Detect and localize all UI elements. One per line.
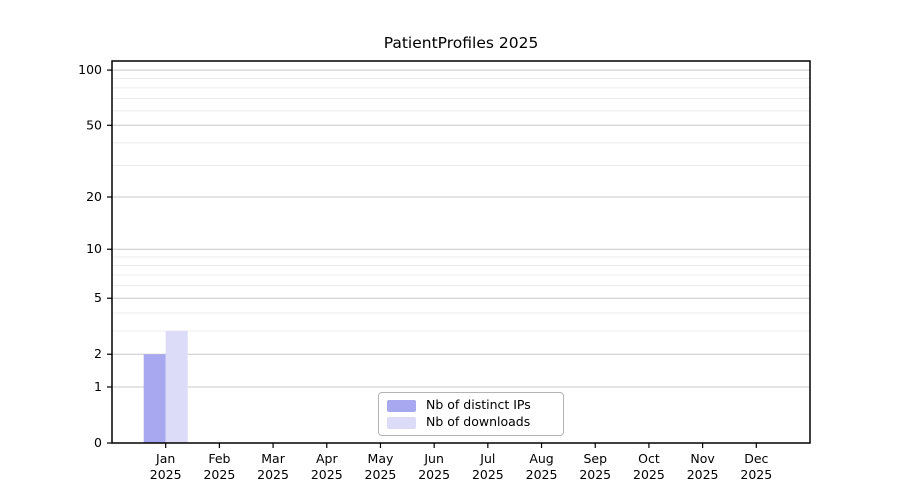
bars [143,330,188,443]
bar-jan-downloads [165,330,188,443]
x-tick-month-label: Feb [208,451,230,466]
x-tick-month-label: Oct [638,451,660,466]
x-tick-month-label: May [368,451,394,466]
x-tick-month-label: Jan [155,451,175,466]
x-tick-year-label: 2025 [633,467,665,482]
y-major-gridlines [112,69,810,388]
y-axis-ticks-labels: 0 1 2 5 10 20 50 100 [78,62,112,450]
y-tick-label: 20 [86,189,102,204]
y-tick-label: 50 [86,117,102,132]
y-minor-gridlines [112,77,810,332]
x-tick-month-label: Mar [261,451,285,466]
x-tick-year-label: 2025 [687,467,719,482]
x-tick-year-label: 2025 [472,467,504,482]
y-tick-label: 5 [94,290,102,305]
x-tick-month-label: Nov [690,451,715,466]
y-tick-label: 100 [78,62,102,77]
x-tick-month-label: Dec [744,451,768,466]
x-tick-year-label: 2025 [150,467,182,482]
legend-item-distinct-ips: Nb of distinct IPs [387,399,555,412]
x-tick-month-label: Jul [479,451,495,466]
plot-box-spines [111,60,811,444]
x-tick-year-label: 2025 [526,467,558,482]
y-tick-label: 0 [94,435,102,450]
x-axis-ticks-labels: Jan2025Feb2025Mar2025Apr2025May2025Jun20… [150,443,772,482]
x-tick-year-label: 2025 [740,467,772,482]
legend-label-downloads: Nb of downloads [426,414,531,430]
x-tick-year-label: 2025 [257,467,289,482]
x-tick-month-label: Aug [529,451,553,466]
legend-swatch-downloads [387,416,416,429]
y-tick-label: 2 [94,346,102,361]
legend: Nb of distinct IPs Nb of downloads [378,392,564,436]
x-tick-year-label: 2025 [311,467,343,482]
x-tick-month-label: Jun [423,451,444,466]
x-tick-year-label: 2025 [365,467,397,482]
x-tick-month-label: Sep [583,451,607,466]
x-tick-month-label: Apr [316,451,338,466]
chart-title: PatientProfiles 2025 [383,34,539,52]
y-tick-label: 1 [94,379,102,394]
y-tick-label: 10 [86,241,102,256]
x-tick-year-label: 2025 [579,467,611,482]
legend-item-downloads: Nb of downloads [387,416,555,429]
x-tick-year-label: 2025 [203,467,235,482]
legend-label-distinct-ips: Nb of distinct IPs [426,397,531,413]
x-tick-year-label: 2025 [418,467,450,482]
bar-jan-distinct-ips [143,354,166,443]
legend-swatch-distinct-ips [387,399,416,412]
